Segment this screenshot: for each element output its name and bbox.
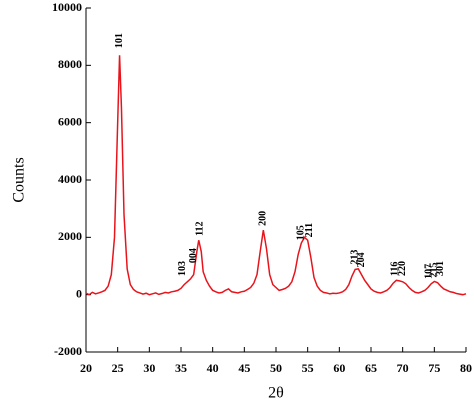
- x-tick-label: 70: [397, 361, 409, 375]
- peak-label: 215: [429, 262, 440, 277]
- peak-label: 213: [349, 250, 360, 265]
- x-tick-label: 40: [207, 361, 219, 375]
- peak-label: 107: [424, 264, 435, 279]
- y-axis-label: Counts: [11, 157, 28, 202]
- peak-label: 200: [258, 211, 269, 226]
- x-tick-label: 60: [333, 361, 345, 375]
- x-tick-label: 45: [238, 361, 250, 375]
- peak-label: 004: [188, 248, 199, 263]
- x-axis-label: 2θ: [268, 385, 284, 402]
- y-tick-label: 0: [76, 286, 82, 300]
- peak-label: 112: [194, 221, 205, 235]
- y-tick-label: 4000: [58, 172, 82, 186]
- x-tick-label: 75: [428, 361, 440, 375]
- x-tick-label: 30: [143, 361, 155, 375]
- peak-label: 204: [356, 252, 367, 267]
- data-line: [85, 55, 467, 296]
- x-tick-label: 50: [270, 361, 282, 375]
- y-tick-label: 2000: [58, 229, 82, 243]
- x-tick-label: 20: [80, 361, 92, 375]
- peak-label: 211: [304, 223, 315, 237]
- peak-label: 101: [114, 33, 125, 48]
- peak-label: 220: [397, 261, 408, 276]
- x-tick-label: 25: [112, 361, 124, 375]
- peak-label: 105: [296, 225, 307, 240]
- x-tick-label: 80: [460, 361, 472, 375]
- x-tick-label: 65: [365, 361, 377, 375]
- peak-label: 301: [435, 261, 446, 276]
- peak-label: 103: [177, 261, 188, 276]
- y-tick-label: 8000: [58, 57, 82, 71]
- y-tick-label: 6000: [58, 114, 82, 128]
- x-tick-label: 55: [302, 361, 314, 375]
- x-tick-label: 35: [175, 361, 187, 375]
- y-tick-label: 10000: [52, 0, 82, 14]
- peak-label: 116: [389, 262, 400, 276]
- y-tick-label: -2000: [54, 344, 82, 358]
